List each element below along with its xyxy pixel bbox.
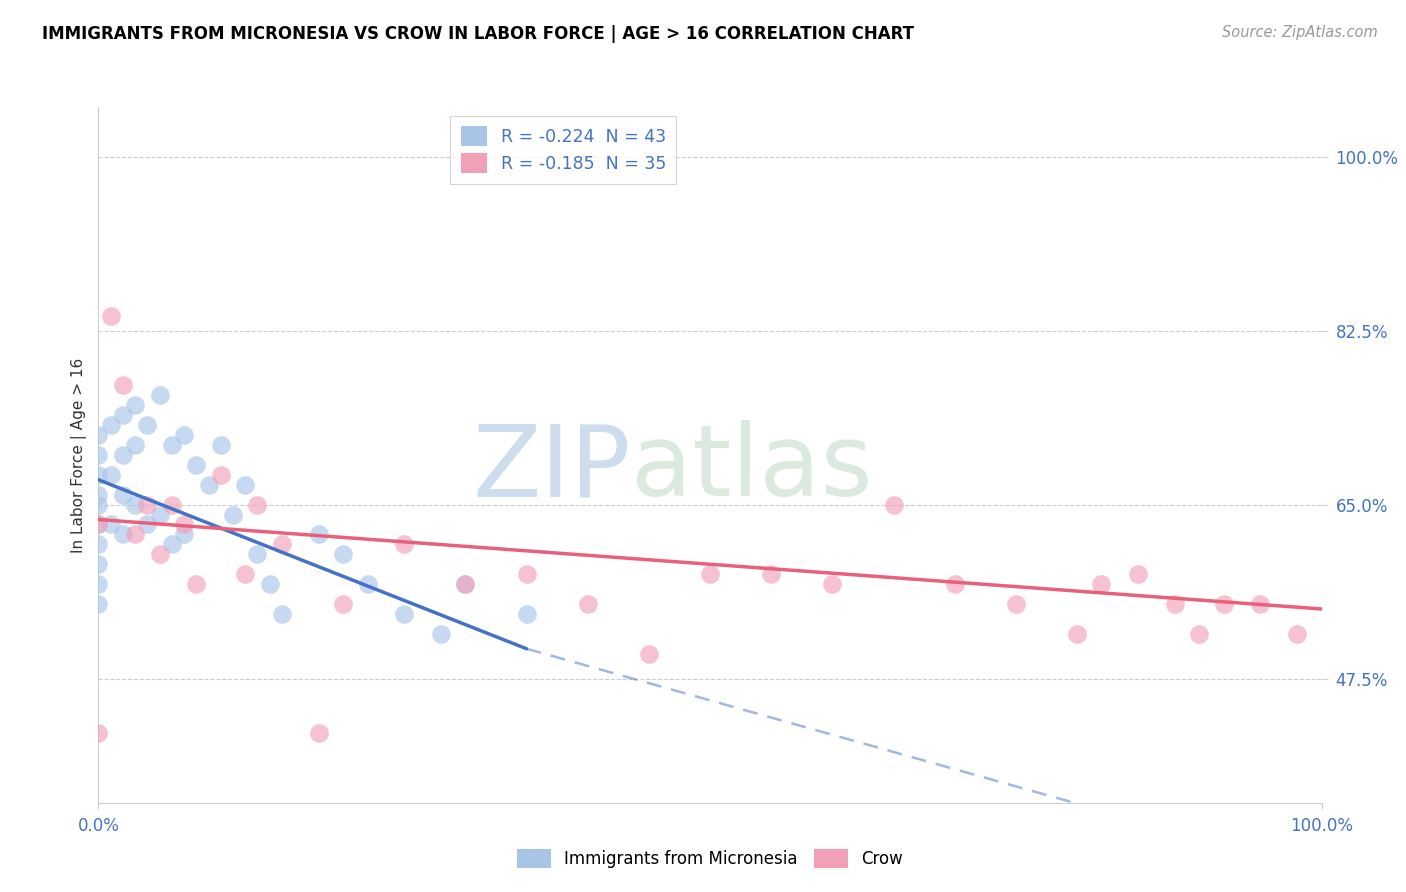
Point: [515, 607, 537, 621]
Point: [124, 527, 146, 541]
Point: [392, 607, 416, 621]
Point: [173, 517, 195, 532]
Point: [136, 498, 159, 512]
Text: ZIP: ZIP: [472, 420, 630, 517]
Point: [111, 448, 134, 462]
Point: [87, 726, 110, 740]
Point: [160, 537, 183, 551]
Point: [87, 488, 110, 502]
Point: [1249, 597, 1271, 611]
Point: [761, 567, 783, 582]
Point: [160, 438, 183, 452]
Point: [173, 527, 195, 541]
Point: [1066, 627, 1088, 641]
Point: [197, 477, 219, 491]
Point: [87, 428, 110, 442]
Point: [160, 498, 183, 512]
Point: [233, 567, 256, 582]
Point: [246, 498, 269, 512]
Point: [100, 517, 122, 532]
Point: [392, 537, 416, 551]
Point: [136, 418, 159, 433]
Point: [100, 418, 122, 433]
Point: [332, 547, 354, 561]
Point: [821, 577, 844, 591]
Point: [124, 398, 146, 412]
Legend: Immigrants from Micronesia, Crow: Immigrants from Micronesia, Crow: [510, 842, 910, 874]
Point: [186, 458, 208, 472]
Point: [87, 498, 110, 512]
Point: [270, 537, 294, 551]
Point: [111, 527, 134, 541]
Point: [699, 567, 721, 582]
Text: atlas: atlas: [630, 420, 872, 517]
Point: [209, 438, 232, 452]
Point: [87, 517, 110, 532]
Point: [246, 547, 269, 561]
Point: [149, 508, 172, 522]
Point: [87, 577, 110, 591]
Point: [332, 597, 354, 611]
Point: [100, 467, 122, 482]
Point: [943, 577, 966, 591]
Point: [1188, 627, 1211, 641]
Point: [259, 577, 281, 591]
Point: [1090, 577, 1112, 591]
Point: [1004, 597, 1026, 611]
Point: [430, 627, 453, 641]
Point: [87, 597, 110, 611]
Point: [222, 508, 245, 522]
Text: IMMIGRANTS FROM MICRONESIA VS CROW IN LABOR FORCE | AGE > 16 CORRELATION CHART: IMMIGRANTS FROM MICRONESIA VS CROW IN LA…: [42, 25, 914, 43]
Point: [173, 428, 195, 442]
Text: Source: ZipAtlas.com: Source: ZipAtlas.com: [1222, 25, 1378, 40]
Point: [233, 477, 256, 491]
Point: [87, 517, 110, 532]
Point: [454, 577, 477, 591]
Point: [111, 378, 134, 392]
Point: [454, 577, 477, 591]
Point: [87, 448, 110, 462]
Point: [308, 527, 330, 541]
Point: [149, 547, 172, 561]
Point: [111, 408, 134, 422]
Point: [515, 567, 537, 582]
Point: [87, 537, 110, 551]
Point: [1286, 627, 1309, 641]
Point: [308, 726, 330, 740]
Point: [209, 467, 232, 482]
Point: [1212, 597, 1234, 611]
Point: [186, 577, 208, 591]
Y-axis label: In Labor Force | Age > 16: In Labor Force | Age > 16: [72, 358, 87, 552]
Point: [87, 558, 110, 572]
Point: [100, 309, 122, 323]
Point: [124, 438, 146, 452]
Point: [136, 517, 159, 532]
Point: [87, 467, 110, 482]
Point: [356, 577, 378, 591]
Point: [149, 388, 172, 402]
Point: [1128, 567, 1150, 582]
Point: [1164, 597, 1187, 611]
Point: [270, 607, 294, 621]
Point: [637, 647, 661, 661]
Point: [576, 597, 599, 611]
Point: [883, 498, 905, 512]
Point: [124, 498, 146, 512]
Point: [111, 488, 134, 502]
